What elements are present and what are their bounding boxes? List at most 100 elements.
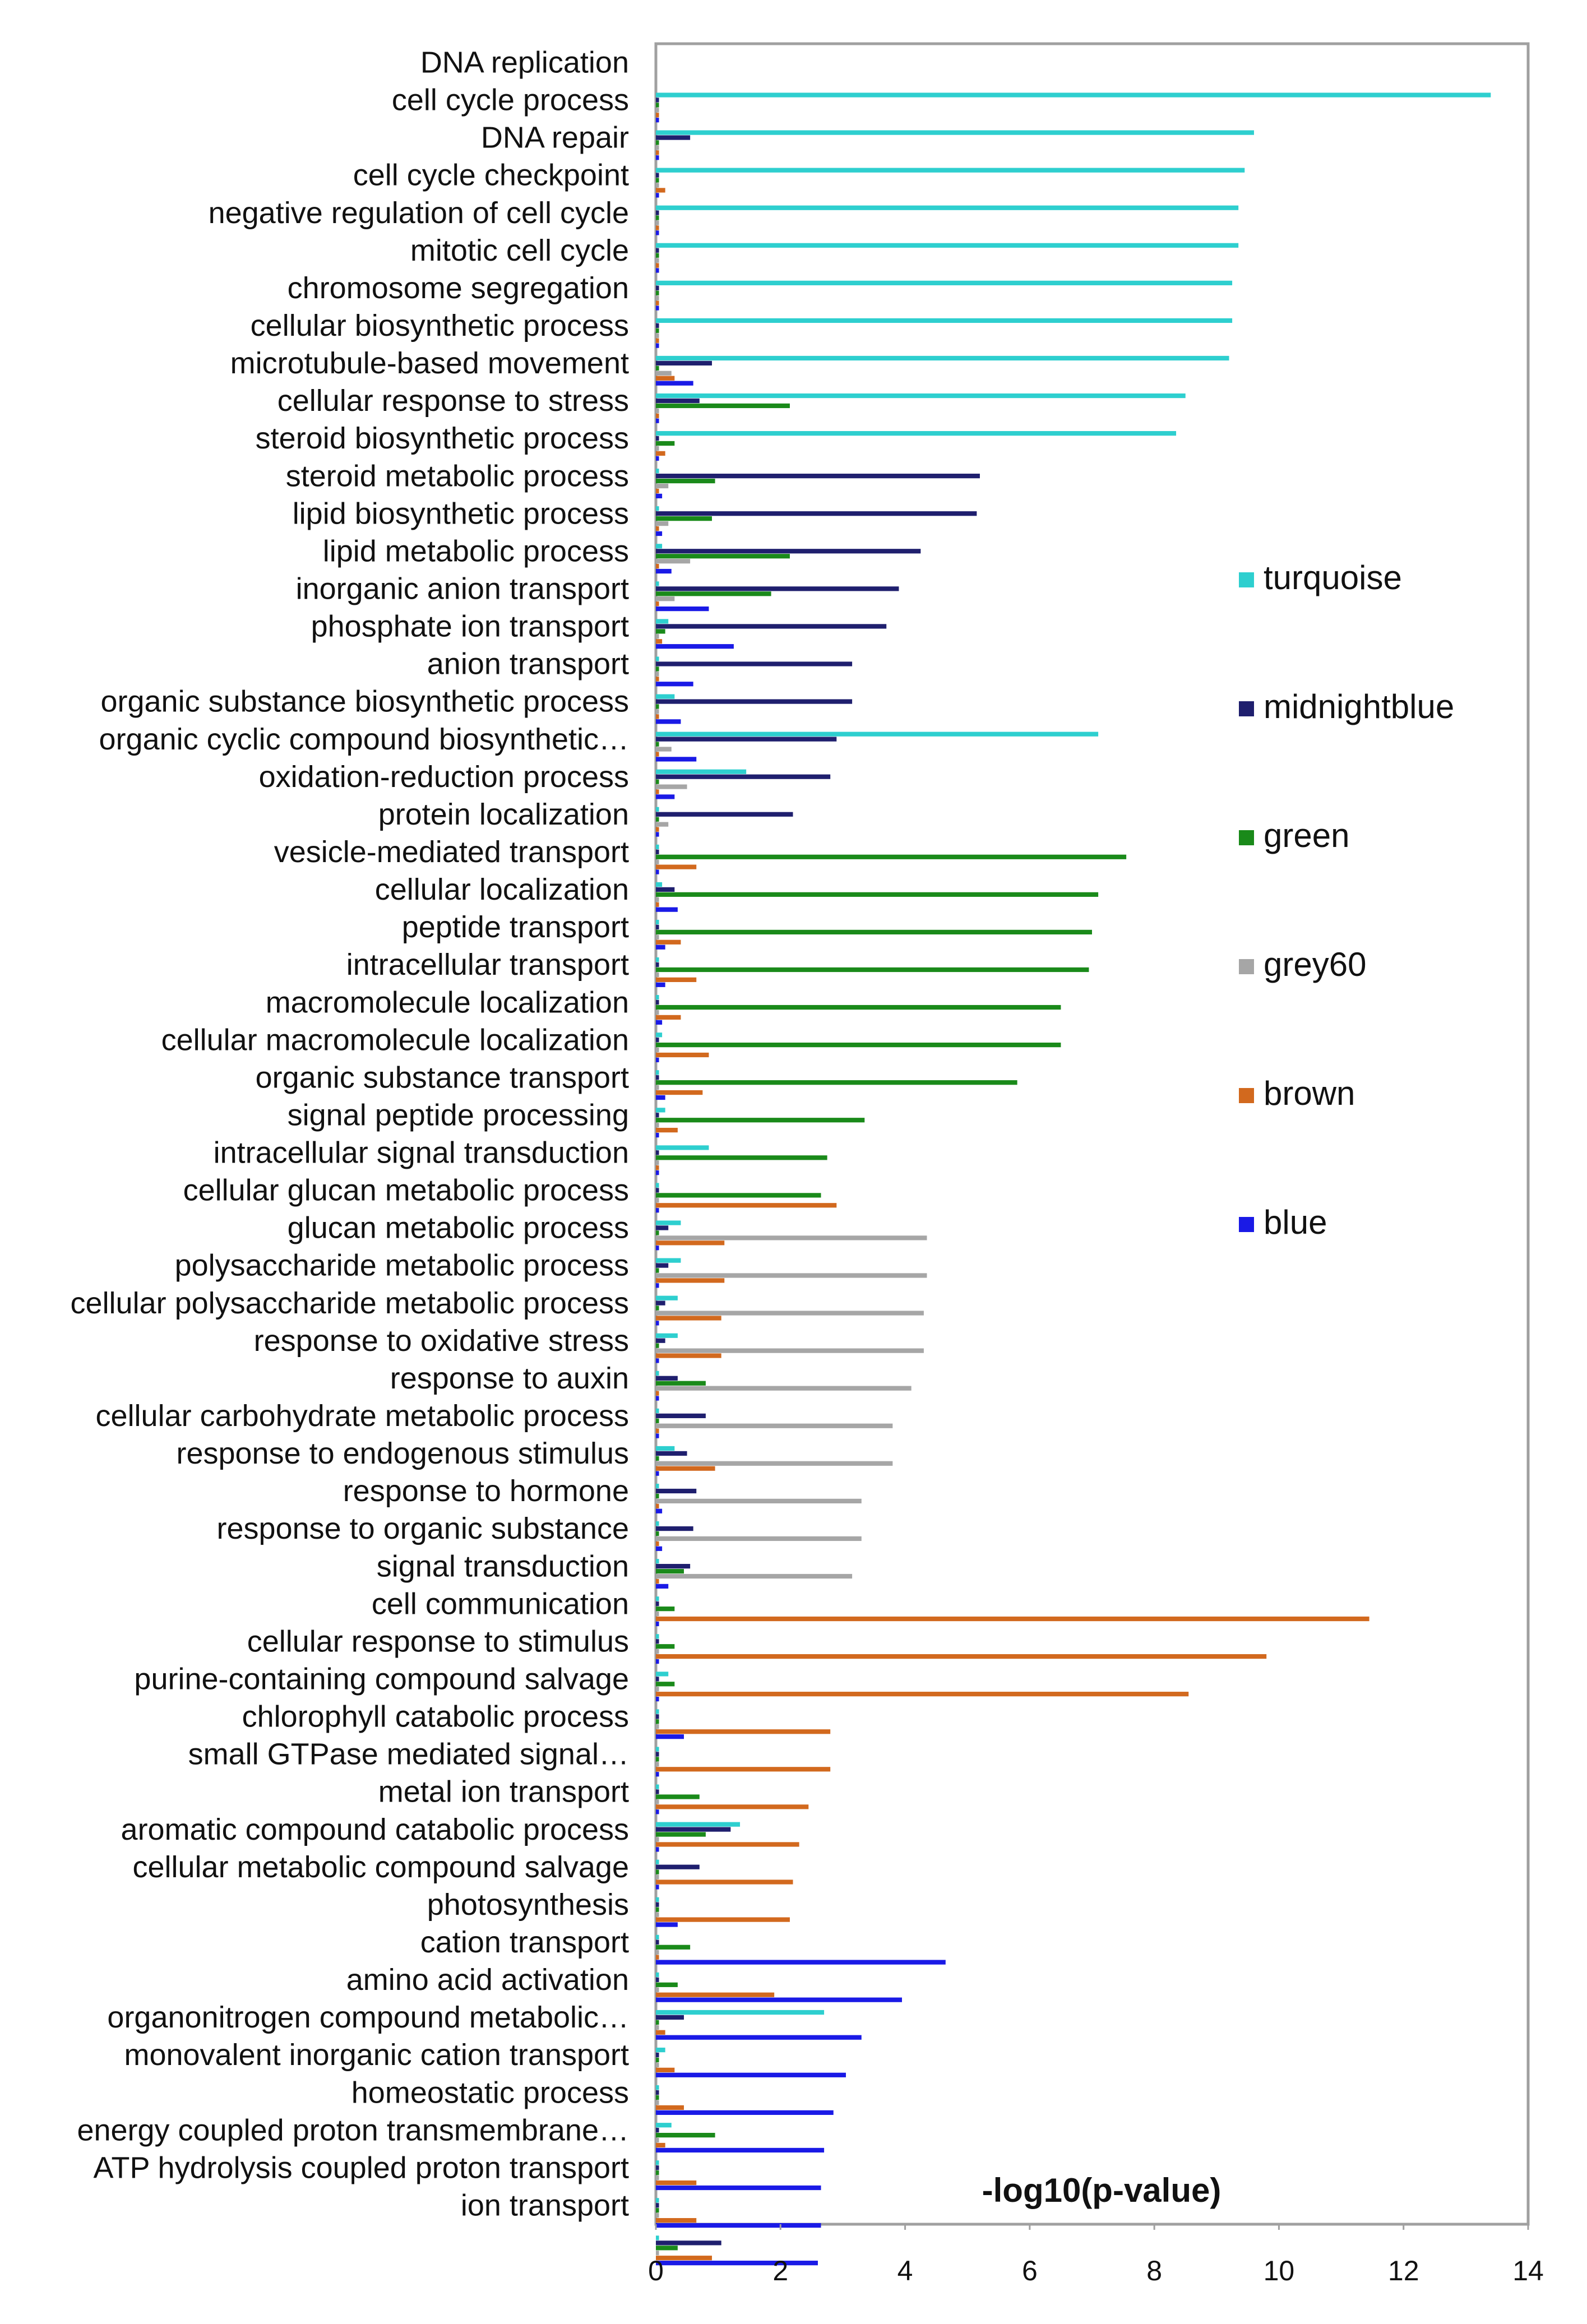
- bar-turquoise: [656, 619, 669, 624]
- bar-blue: [656, 155, 659, 160]
- category-label: macromolecule localization: [266, 985, 629, 1019]
- bar-green: [656, 967, 1089, 973]
- bar-blue: [656, 1433, 659, 1438]
- bar-grey60: [656, 333, 659, 338]
- bar-turquoise: [656, 1897, 659, 1902]
- bar-brown: [656, 639, 663, 644]
- bar-brown: [656, 413, 659, 418]
- bar-brown: [656, 1654, 1267, 1659]
- bar-midnightblue: [656, 737, 837, 742]
- bar-blue: [656, 869, 659, 874]
- bar-green: [656, 1118, 865, 1123]
- bar-midnightblue: [656, 2240, 721, 2246]
- category-label: glucan metabolic process: [288, 1211, 629, 1245]
- bar-midnightblue: [656, 1300, 665, 1305]
- bar-blue: [656, 268, 659, 273]
- bar-turquoise: [656, 393, 1186, 399]
- category-label: cellular macromolecule localization: [161, 1023, 629, 1057]
- bar-grey60: [656, 2251, 659, 2256]
- legend-label-turquoise: turquoise: [1264, 559, 1402, 596]
- bar-blue: [656, 493, 663, 499]
- bar-turquoise: [656, 1747, 659, 1752]
- bar-green: [656, 892, 1099, 897]
- bar-grey60: [656, 1762, 659, 1767]
- bar-green: [656, 365, 659, 371]
- bar-blue: [656, 1922, 678, 1927]
- bar-green: [656, 929, 1092, 935]
- category-label: cellular polysaccharide metabolic proces…: [71, 1286, 629, 1320]
- bar-brown: [656, 939, 681, 945]
- bar-brown: [656, 1767, 831, 1772]
- bar-brown: [656, 1090, 703, 1095]
- bar-brown: [656, 1729, 831, 1734]
- bar-turquoise: [656, 469, 659, 474]
- bar-midnightblue: [656, 2165, 659, 2170]
- category-label: cellular glucan metabolic process: [183, 1174, 629, 1207]
- bar-grey60: [656, 108, 659, 113]
- bar-turquoise: [656, 1258, 681, 1263]
- legend-label-blue: blue: [1264, 1203, 1327, 1241]
- x-tick-label: 8: [1146, 2255, 1162, 2286]
- category-label: ATP hydrolysis coupled proton transport: [94, 2151, 630, 2184]
- legend-swatch-turquoise: [1239, 572, 1254, 587]
- bar-midnightblue: [656, 1526, 693, 1531]
- bar-green: [656, 1607, 675, 1612]
- bar-blue: [656, 1659, 659, 1664]
- bar-green: [656, 403, 790, 409]
- bar-midnightblue: [656, 173, 659, 178]
- bar-grey60: [656, 220, 659, 225]
- x-tick-label: 12: [1388, 2255, 1419, 2286]
- bar-midnightblue: [656, 1939, 659, 1945]
- bar-blue: [656, 1246, 659, 1251]
- bar-blue: [656, 381, 693, 386]
- bar-brown: [656, 1203, 837, 1208]
- bar-midnightblue: [656, 1113, 659, 1118]
- bar-grey60: [656, 1423, 893, 1428]
- category-label: inorganic anion transport: [296, 572, 629, 606]
- category-label: cation transport: [420, 1925, 629, 1959]
- bar-blue: [656, 1170, 659, 1175]
- bar-turquoise: [656, 1333, 678, 1338]
- bar-brown: [656, 2256, 712, 2261]
- bar-turquoise: [656, 1559, 659, 1564]
- bar-blue: [656, 1960, 946, 1965]
- bar-blue: [656, 531, 663, 536]
- bar-turquoise: [656, 2198, 659, 2203]
- category-label: intracellular signal transduction: [214, 1136, 629, 1170]
- bar-grey60: [656, 672, 659, 677]
- bar-midnightblue: [656, 1488, 697, 1494]
- bar-grey60: [656, 1461, 893, 1466]
- bar-green: [656, 1832, 706, 1837]
- bar-blue: [656, 568, 672, 574]
- bar-grey60: [656, 1649, 659, 1654]
- bar-green: [656, 1080, 1017, 1085]
- bar-midnightblue: [656, 699, 853, 704]
- bar-grey60: [656, 2137, 659, 2143]
- bar-blue: [656, 230, 659, 235]
- bar-midnightblue: [656, 1150, 659, 1155]
- bar-green: [656, 2020, 659, 2025]
- bar-grey60: [656, 1198, 659, 1203]
- bar-grey60: [656, 295, 659, 300]
- bar-brown: [656, 2218, 697, 2223]
- bar-midnightblue: [656, 887, 675, 892]
- legend-label-green: green: [1264, 817, 1349, 854]
- bar-green: [656, 516, 712, 521]
- bar-blue: [656, 1321, 659, 1326]
- bar-blue: [656, 1095, 665, 1100]
- bar-brown: [656, 827, 659, 832]
- bar-grey60: [656, 822, 669, 827]
- bar-grey60: [656, 1311, 924, 1316]
- bar-green: [656, 328, 659, 333]
- bar-turquoise: [656, 1972, 659, 1978]
- bar-brown: [656, 376, 675, 381]
- bar-turquoise: [656, 1108, 665, 1113]
- bar-turquoise: [656, 882, 663, 887]
- bar-blue: [656, 682, 693, 687]
- bar-turquoise: [656, 1483, 659, 1489]
- bar-grey60: [656, 596, 675, 601]
- bar-green: [656, 1757, 659, 1762]
- category-label: response to oxidative stress: [254, 1324, 629, 1358]
- bar-midnightblue: [656, 398, 700, 404]
